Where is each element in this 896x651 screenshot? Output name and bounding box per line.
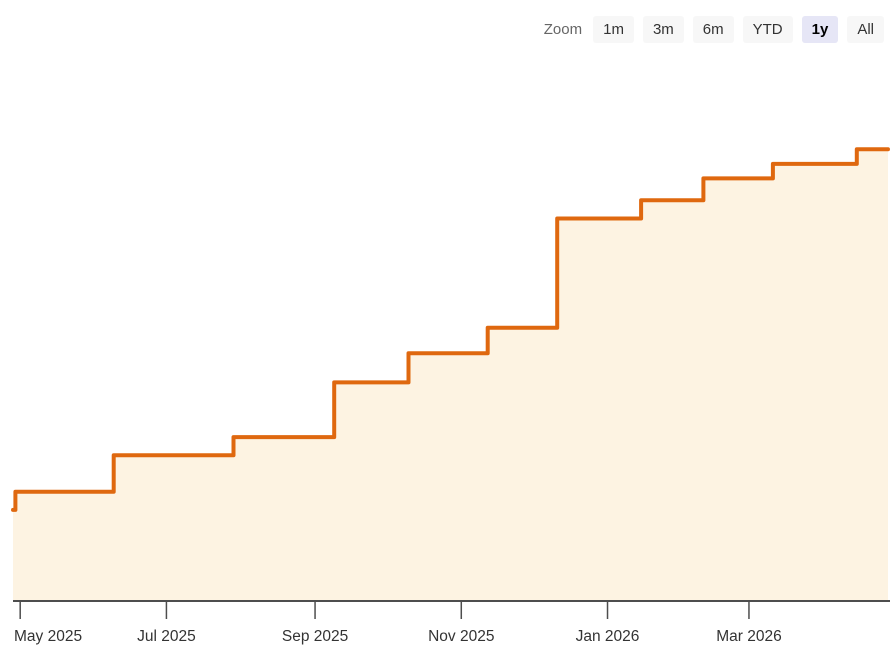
zoom-range-button-ytd[interactable]: YTD — [742, 16, 793, 43]
x-axis-label: Nov 2025 — [428, 628, 494, 645]
range-selector-toolbar: Zoom 1m 3m 6m YTD 1y All — [544, 16, 884, 43]
x-axis-label: May 2025 — [14, 628, 82, 645]
zoom-label: Zoom — [543, 21, 583, 38]
x-axis-label: Jul 2025 — [137, 628, 196, 645]
x-axis-label: Sep 2025 — [282, 628, 348, 645]
zoom-range-button-1y[interactable]: 1y — [801, 16, 839, 43]
series-area-fill — [13, 149, 888, 602]
x-axis-label: Mar 2026 — [716, 628, 781, 645]
series-step-line — [11, 147, 890, 512]
zoom-range-button-3m[interactable]: 3m — [642, 16, 684, 43]
x-axis-label: Jan 2026 — [576, 628, 640, 645]
zoom-range-button-6m[interactable]: 6m — [692, 16, 734, 43]
zoom-range-button-1m[interactable]: 1m — [593, 16, 634, 43]
zoom-range-button-all[interactable]: All — [847, 16, 884, 43]
